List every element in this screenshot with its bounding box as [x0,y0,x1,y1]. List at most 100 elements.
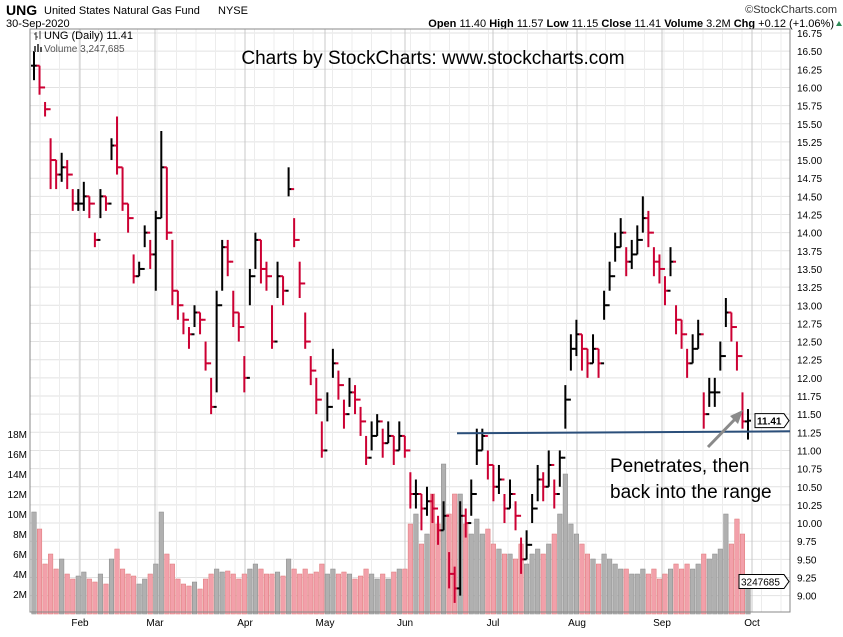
price-tick-label: 15.25 [797,138,822,149]
volume-bar [424,533,430,615]
ohlc-bar [745,409,751,440]
volume-bar [186,585,192,615]
price-legend: UNG (Daily) 11.41 [44,30,133,42]
ohlc-bar [518,514,525,574]
volume-bar [513,558,519,615]
volume-tick-label: 8M [13,530,27,541]
volume-bar [557,513,563,615]
ohlc-bar [595,347,602,378]
price-tick-label: 12.25 [797,356,822,367]
volume-bar [302,568,308,615]
volume-bar [346,573,353,615]
ohlc-bar [540,472,547,502]
volume-tick-label: 6M [13,550,27,561]
volume-bar [358,575,364,615]
price-tick-label: 16.50 [797,47,822,58]
ohlc-bar [435,507,442,545]
ohlc-bar [689,334,696,365]
volume-tick-label: 14M [8,470,27,481]
volume-bar [402,568,408,615]
price-tick-label: 14.75 [797,174,822,185]
volume-bar [297,573,303,615]
volume-bar [612,563,618,615]
ohlc-bar [556,450,563,496]
price-tick-label: 9.25 [797,574,817,585]
price-tick-label: 13.00 [797,301,822,312]
month-label: Aug [568,618,586,629]
volume-bar [391,571,397,615]
price-tick-label: 12.00 [797,374,822,385]
volume-bar [319,563,325,615]
price-tick-label: 12.75 [797,319,822,330]
volume-bar [53,568,59,615]
ohlc-bar [130,217,137,284]
last-price-tag [754,413,790,429]
volume-tick-label: 18M [8,430,27,441]
volume-bar [97,573,103,615]
volume-bar [335,573,341,615]
volume-bar [37,528,43,615]
volume-bar [441,463,447,615]
ohlc-bar [418,493,425,531]
volume-bar [341,571,347,615]
ohlc-bar [667,247,674,292]
price-tick-label: 11.00 [797,446,822,457]
ohlc-bar [711,377,718,407]
price-tick-label: 10.50 [797,483,822,494]
ohlc-bar [634,225,641,256]
ohlc-bar [401,434,408,458]
volume-bar [490,543,496,615]
bar-chart-icon [34,44,42,52]
volume-bar [219,571,225,615]
ohlc-bar [169,231,176,306]
ohlc-bar [114,116,121,175]
month-label: Oct [744,618,760,629]
volume-bar [474,518,480,615]
volume-bar [125,573,131,615]
volume-bar [324,573,330,615]
price-tick-label: 10.25 [797,501,822,512]
ohlc-bar [185,318,192,349]
ohlc-bar [363,420,370,465]
volume-bar [313,571,319,615]
volume-bar [180,583,186,615]
month-label: Jul [487,618,500,629]
volume-bar [607,558,613,615]
ohlc-bar [673,260,680,335]
volume-tick-label: 2M [13,590,27,601]
ohlc-bar [235,311,242,342]
ohlc-bar [656,254,663,284]
ohlc-bar [191,305,198,336]
volume-bar [385,578,391,615]
ohlc-bar [352,385,359,415]
quote-date: 30-Sep-2020 [6,18,70,30]
price-tick-label: 14.25 [797,211,822,222]
low-value: 11.15 [572,18,599,30]
volume-bar [706,558,712,615]
price-tick-label: 12.50 [797,338,822,349]
volume-bar [120,568,126,615]
ohlc-bar [152,210,159,291]
volume-bar [308,573,314,615]
volume-bar [407,523,413,615]
ohlc-bar [97,189,104,241]
ohlc-bar [490,463,497,502]
volume-bar [230,573,236,615]
ohlc-bar [440,501,447,532]
volume-bar [418,543,424,615]
volume-bar [263,573,269,615]
price-tick-label: 15.50 [797,120,822,131]
ohlc-bar [412,479,419,509]
price-tick-label: 16.75 [797,29,822,40]
volume-bar [81,571,87,615]
volume-bar [701,553,707,615]
close-label: Close [601,18,631,30]
volume-bar [618,568,624,615]
volume-bar [175,578,181,615]
ohlc-bar [385,421,392,445]
ohlc-bar [291,188,298,248]
volume-bar [108,558,115,615]
ohlc-bar [158,131,165,220]
ohlc-bar [197,311,204,335]
ohlc-bar [578,333,585,371]
